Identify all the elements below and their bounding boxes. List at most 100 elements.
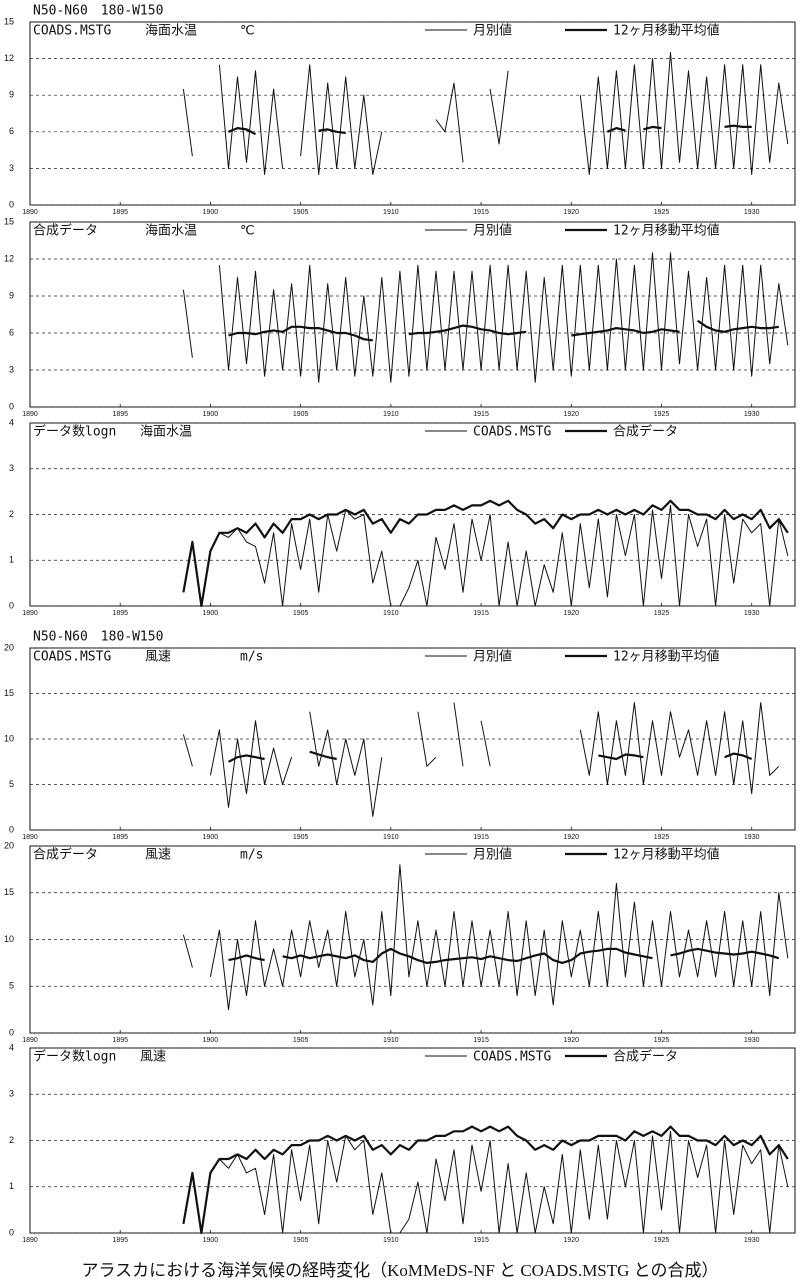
x-tick-label: 1890 [22,1037,38,1044]
x-tick-label: 1915 [473,1037,489,1044]
y-tick-label: 0 [9,824,14,834]
x-tick-label: 1910 [383,209,399,216]
x-tick-label: 1930 [744,610,760,617]
y-tick-label: 15 [4,16,14,26]
y-tick-label: 15 [4,887,14,897]
legend-label: 12ヶ月移動平均値 [613,649,720,665]
x-tick-label: 1910 [383,1037,399,1044]
y-tick-label: 5 [9,779,14,789]
x-tick-label: 1900 [203,411,219,418]
x-tick-label: 1890 [22,411,38,418]
panel-heading: N50-N60 180-W150 [33,4,163,19]
x-tick-label: 1925 [654,411,670,418]
y-tick-label: 10 [4,934,14,944]
y-tick-label: 15 [4,216,14,226]
x-tick-label: 1910 [383,1237,399,1244]
x-tick-label: 1915 [473,834,489,841]
x-tick-label: 1925 [654,1237,670,1244]
x-tick-label: 1895 [112,610,128,617]
x-tick-label: 1915 [473,610,489,617]
unit-label: m/s [240,650,263,665]
x-tick-label: 1915 [473,209,489,216]
x-tick-label: 1890 [22,834,38,841]
y-tick-label: 2 [9,509,14,519]
y-tick-label: 4 [9,1042,14,1052]
plot-frame [29,221,796,408]
x-tick-label: 1905 [293,834,309,841]
legend-label: COADS.MSTG [473,1050,551,1065]
x-tick-label: 1900 [203,209,219,216]
x-tick-label: 1895 [112,209,128,216]
x-tick-label: 1920 [563,209,579,216]
x-tick-label: 1910 [383,610,399,617]
x-tick-label: 1895 [112,1037,128,1044]
variable-label: 海面水温 [145,224,197,239]
series-line [182,499,789,608]
legend-label: 月別値 [473,223,512,239]
panel-label: COADS.MSTG [33,650,111,665]
series-line [182,1125,789,1235]
x-tick-label: 1915 [473,411,489,418]
x-tick-label: 1925 [654,209,670,216]
caption: アラスカにおける海洋気候の経時変化（KoMMeDS-NF と COADS.MST… [81,1261,718,1280]
variable-label: 海面水温 [140,425,192,440]
legend-label: 12ヶ月移動平均値 [613,223,720,239]
x-tick-label: 1905 [293,411,309,418]
y-tick-label: 15 [4,688,14,698]
y-tick-label: 3 [9,364,14,374]
y-tick-label: 20 [4,840,14,850]
panel-label: データ数logn [33,424,116,440]
unit-label: m/s [240,848,263,863]
x-tick-label: 1930 [744,411,760,418]
x-tick-label: 1895 [112,1237,128,1244]
x-tick-label: 1910 [383,411,399,418]
y-tick-label: 4 [9,417,14,427]
series-line [182,864,789,1011]
y-tick-label: 1 [9,1181,14,1191]
plot-frame [29,21,796,206]
x-tick-label: 1890 [22,209,38,216]
series-line [182,52,789,175]
x-tick-label: 1925 [654,834,670,841]
x-tick-label: 1925 [654,610,670,617]
series-line [228,947,780,964]
y-tick-label: 12 [4,53,14,63]
legend-label: 月別値 [473,649,512,665]
y-tick-label: 12 [4,253,14,263]
series-line [182,504,789,607]
legend-label: 月別値 [473,847,512,863]
legend-label: 12ヶ月移動平均値 [613,847,720,863]
y-tick-label: 20 [4,642,14,652]
legend-label: 12ヶ月移動平均値 [613,23,720,39]
y-tick-label: 0 [9,600,14,610]
y-tick-label: 0 [9,1227,14,1237]
x-tick-label: 1905 [293,1237,309,1244]
y-tick-label: 9 [9,290,14,300]
variable-label: 風速 [145,848,171,863]
x-tick-label: 1900 [203,610,219,617]
series-line [228,319,779,342]
x-tick-label: 1900 [203,1237,219,1244]
y-tick-label: 5 [9,981,14,991]
x-tick-label: 1925 [654,1037,670,1044]
panel-label: データ数logn [33,1049,116,1065]
x-tick-label: 1905 [293,610,309,617]
x-tick-label: 1890 [22,1237,38,1244]
series-line [182,252,789,383]
panel-label: 合成データ [33,223,98,239]
y-tick-label: 0 [9,401,14,411]
x-tick-label: 1920 [563,1037,579,1044]
x-tick-label: 1920 [563,834,579,841]
legend-label: COADS.MSTG [473,425,551,440]
x-tick-label: 1905 [293,209,309,216]
y-tick-label: 0 [9,1027,14,1037]
variable-label: 風速 [145,650,171,665]
series-line [182,1130,789,1234]
y-tick-label: 6 [9,126,14,136]
panel-label: COADS.MSTG [33,24,111,39]
x-tick-label: 1920 [563,610,579,617]
x-tick-label: 1920 [563,1237,579,1244]
x-tick-label: 1930 [744,1037,760,1044]
